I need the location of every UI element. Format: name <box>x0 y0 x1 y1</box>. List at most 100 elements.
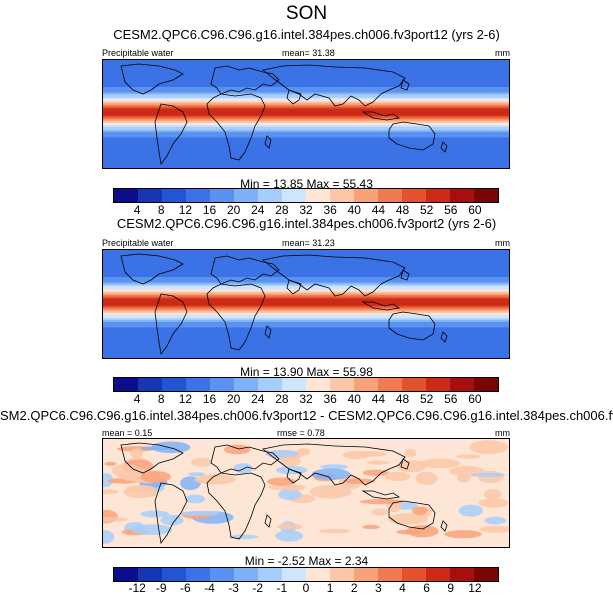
panel-2-map-svg <box>103 250 509 358</box>
map-band <box>103 92 509 95</box>
colorbar-swatch <box>402 568 426 581</box>
colorbar-swatch <box>234 568 258 581</box>
anomaly-blob <box>320 464 349 470</box>
map-band <box>103 105 509 108</box>
map-band <box>103 135 509 138</box>
anomaly-blob <box>458 504 483 517</box>
anomaly-blob <box>104 461 117 466</box>
coastline <box>264 514 272 528</box>
map-band <box>103 309 509 312</box>
colorbar-tick-label: 4 <box>133 203 141 217</box>
colorbar-tick-label: 32 <box>299 203 313 217</box>
colorbar-swatch <box>450 378 474 391</box>
map-band <box>103 103 509 106</box>
colorbar-swatch <box>186 189 210 202</box>
map-band <box>103 302 509 305</box>
colorbar-tick-label: 36 <box>323 392 337 406</box>
anomaly-blob <box>281 456 301 466</box>
map-band <box>103 343 509 346</box>
map-band <box>103 146 509 149</box>
colorbar-tick-label: 56 <box>444 203 458 217</box>
anomaly-blob <box>267 477 296 486</box>
anomaly-blob <box>359 499 404 505</box>
anomaly-blob <box>362 469 389 476</box>
map-band <box>103 331 509 334</box>
anomaly-blob <box>311 468 351 480</box>
panel-2-colorbar-ticks: 4 8 12 16 20 24 28 32 36 40 44 48 52 56 60 <box>113 392 499 406</box>
colorbar-swatch <box>354 378 378 391</box>
coastline <box>262 443 406 486</box>
panel-1-units-label: mm <box>495 48 510 58</box>
anomaly-blob <box>404 448 417 458</box>
coastline <box>286 279 302 295</box>
panel-2-mean-label: mean= 31.23 <box>282 238 335 248</box>
anomaly-blob <box>309 485 352 499</box>
anomaly-blob <box>396 529 423 535</box>
map-band <box>103 251 509 255</box>
colorbar-swatch <box>378 189 402 202</box>
colorbar-tick-label: -6 <box>180 581 191 595</box>
colorbar-swatch <box>162 189 186 202</box>
colorbar-swatch <box>306 378 330 391</box>
map-band <box>103 354 509 357</box>
anomaly-blob <box>275 530 304 542</box>
map-band <box>103 295 509 298</box>
map-band <box>103 311 509 314</box>
map-band <box>103 316 509 319</box>
colorbar-swatch <box>258 378 282 391</box>
map-band <box>103 334 509 337</box>
coastline <box>440 520 448 532</box>
map-band <box>103 250 509 253</box>
map-band <box>103 264 509 267</box>
coastline <box>400 458 410 470</box>
map-band <box>103 289 509 292</box>
anomaly-blob <box>483 489 502 500</box>
colorbar-tick-label: 52 <box>419 392 434 406</box>
map-band <box>103 275 509 278</box>
map-band <box>103 148 509 151</box>
anomaly-blob <box>366 460 389 465</box>
colorbar-swatch <box>210 189 234 202</box>
colorbar-tick-label: 20 <box>226 392 241 406</box>
map-band <box>103 329 509 332</box>
colorbar-swatch <box>138 568 162 581</box>
anomaly-blob <box>342 450 370 459</box>
colorbar-swatch <box>378 378 402 391</box>
coastline <box>440 331 448 343</box>
map-band <box>103 296 509 300</box>
map-band <box>103 74 509 77</box>
coastline <box>361 111 401 121</box>
coastline <box>262 64 406 107</box>
map-band <box>103 112 509 115</box>
map-band <box>103 269 509 273</box>
coastline <box>388 500 436 530</box>
anomaly-blob <box>278 488 302 501</box>
map-band <box>103 262 509 265</box>
map-band <box>103 88 509 92</box>
anomaly-blob <box>103 473 114 488</box>
anomaly-blob <box>419 458 461 469</box>
map-band <box>103 110 509 113</box>
map-band <box>103 130 509 133</box>
map-band <box>103 325 509 328</box>
map-band <box>103 336 509 339</box>
panel-1-variable-label: Precipitable water <box>102 48 174 58</box>
map-band <box>103 320 509 323</box>
panel-1-title: CESM2.QPC6.C96.C96.g16.intel.384pes.ch00… <box>113 27 500 42</box>
anomaly-blob <box>456 474 471 483</box>
colorbar-tick-label: 44 <box>371 203 386 217</box>
map-band <box>103 60 509 63</box>
panel-1-mean-label: mean= 31.38 <box>282 48 335 58</box>
colorbar-swatch <box>474 378 498 391</box>
colorbar-tick-label: 2 <box>350 581 358 595</box>
colorbar-swatch <box>186 568 210 581</box>
anomaly-blob <box>233 463 253 474</box>
colorbar-tick-label: 36 <box>323 203 337 217</box>
map-band <box>103 332 509 336</box>
colorbar-tick-label: 60 <box>468 203 482 217</box>
coastline <box>264 135 272 149</box>
coastline <box>361 490 401 500</box>
colorbar-swatch <box>330 568 354 581</box>
map-band <box>103 150 509 153</box>
colorbar-swatch <box>474 189 498 202</box>
